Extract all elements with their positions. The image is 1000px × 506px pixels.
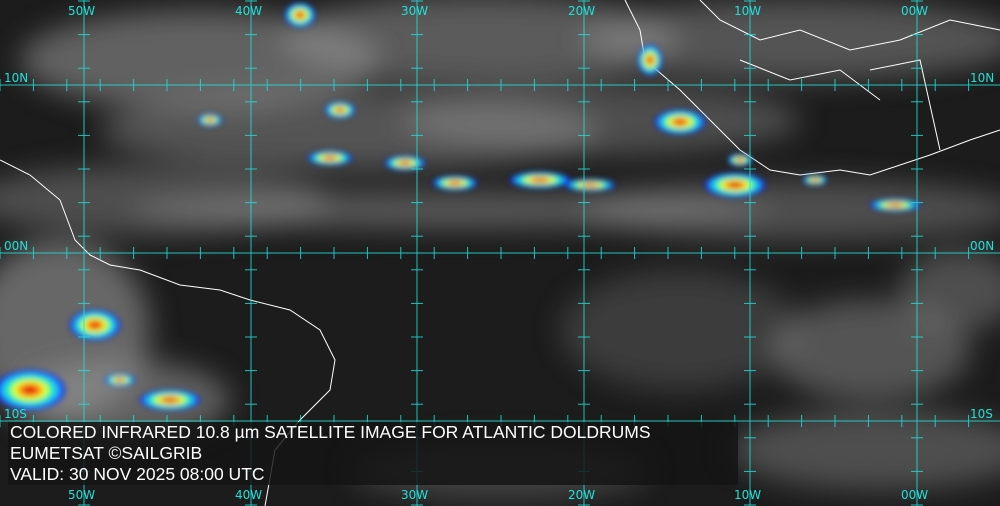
- convective-cell: [812, 179, 818, 181]
- coastline-south-america: [0, 159, 336, 506]
- lat-label-left: 00N: [4, 239, 29, 253]
- lon-label-top: 00W: [901, 4, 929, 18]
- lat-label-right: 00N: [970, 239, 995, 253]
- lat-label-right: 10S: [970, 407, 993, 421]
- caption-credit: EUMETSAT ©SAILGRIB: [10, 443, 203, 463]
- lat-label-left: 10N: [4, 71, 29, 85]
- convective-cell: [337, 108, 343, 112]
- convective-cell: [164, 398, 176, 402]
- lon-label-bottom: 40W: [235, 488, 263, 502]
- convective-cell: [729, 182, 741, 188]
- cloud: [280, 0, 680, 85]
- lon-label-top: 50W: [68, 4, 96, 18]
- lon-label-top: 40W: [235, 4, 263, 18]
- lon-label-top: 30W: [401, 4, 429, 18]
- lon-label-top: 10W: [734, 4, 762, 18]
- cloud: [580, 180, 1000, 240]
- lon-label-top: 20W: [568, 4, 596, 18]
- convective-cell: [90, 322, 100, 328]
- lon-label-bottom: 30W: [401, 488, 429, 502]
- convective-cell: [325, 156, 335, 160]
- cloud: [580, 0, 1000, 80]
- convective-cell: [297, 12, 303, 18]
- cloud: [400, 85, 800, 155]
- convective-cell: [534, 178, 546, 182]
- convective-cell: [207, 118, 213, 122]
- convective-cell: [23, 386, 37, 394]
- cloud: [770, 300, 970, 400]
- convective-cell: [647, 57, 653, 63]
- convective-cell: [890, 203, 900, 207]
- caption-valid-time: VALID: 30 NOV 2025 08:00 UTC: [10, 464, 265, 484]
- lon-label-bottom: 10W: [734, 488, 762, 502]
- convective-cell: [117, 378, 123, 382]
- convective-cell: [585, 183, 595, 187]
- convective-cell: [450, 181, 460, 185]
- image-caption: COLORED INFRARED 10.8 µm SATELLITE IMAGE…: [8, 422, 738, 485]
- lon-label-bottom: 00W: [901, 488, 929, 502]
- convective-cell: [675, 119, 685, 125]
- lat-label-right: 10N: [970, 71, 995, 85]
- cloud: [10, 360, 230, 440]
- lon-label-bottom: 20W: [568, 488, 596, 502]
- cloud: [900, 250, 1000, 330]
- lon-label-bottom: 50W: [68, 488, 96, 502]
- cloud: [730, 410, 1000, 490]
- caption-title: COLORED INFRARED 10.8 µm SATELLITE IMAGE…: [10, 422, 651, 442]
- convective-cell: [737, 158, 743, 162]
- lat-label-left: 10S: [4, 407, 27, 421]
- cloud: [560, 270, 800, 390]
- convective-cell: [401, 161, 409, 165]
